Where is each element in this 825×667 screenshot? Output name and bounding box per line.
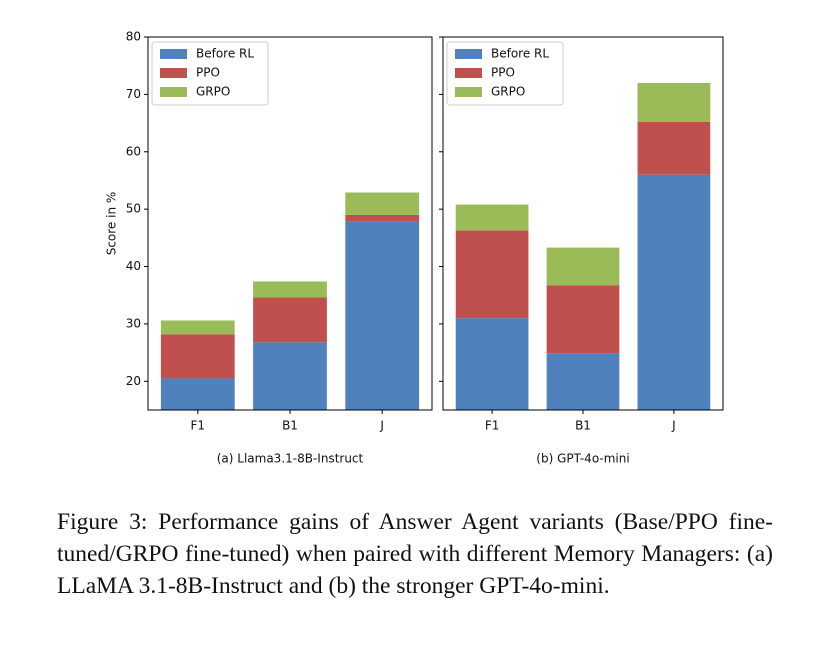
x-tick-label: F1 xyxy=(485,419,500,433)
caption: Figure 3: Performance gains of Answer Ag… xyxy=(57,509,773,599)
bar-segment xyxy=(546,353,620,410)
bar-segment xyxy=(637,174,711,410)
x-tick-label: J xyxy=(379,419,384,433)
x-tick-label: F1 xyxy=(191,419,206,433)
y-tick-label: 20 xyxy=(126,374,141,388)
bar-segment xyxy=(455,230,529,319)
x-tick-label: J xyxy=(671,419,676,433)
bar-segment xyxy=(345,192,420,215)
legend-swatch xyxy=(455,68,482,78)
figure: F1 B1 J 20 30 40 50 60 70 80 Score in % (a) Llama3.… xyxy=(105,30,724,466)
legend-label: PPO xyxy=(491,66,515,80)
axes-frame xyxy=(442,36,724,411)
legend-swatch xyxy=(160,87,187,97)
x-tick-label: B1 xyxy=(575,419,591,433)
y-tick-label: 80 xyxy=(126,30,141,44)
x-axis-label: (b) GPT-4o-mini xyxy=(536,452,629,466)
bar-segment xyxy=(253,281,327,298)
bar-segment xyxy=(160,320,235,335)
legend-swatch xyxy=(455,49,482,59)
x-tick-label: B1 xyxy=(282,419,298,433)
bar-segment xyxy=(253,342,327,410)
y-tick-label: 50 xyxy=(126,202,141,216)
legend-swatch xyxy=(160,68,187,78)
y-axis-label: Score in % xyxy=(105,192,119,256)
bar-segment xyxy=(455,204,529,231)
bar-segment xyxy=(160,334,235,379)
bar-segment xyxy=(637,121,711,175)
y-tick-label: 70 xyxy=(126,87,141,101)
bar-segment xyxy=(546,285,620,354)
y-tick-label: 60 xyxy=(126,144,141,158)
legend-label: Before RL xyxy=(196,47,254,61)
bars xyxy=(160,192,420,410)
bars xyxy=(455,82,711,410)
bar-segment xyxy=(253,297,327,343)
bar-segment xyxy=(546,247,620,286)
bar-segment xyxy=(345,214,420,222)
bar-segment xyxy=(345,221,420,410)
legend-swatch xyxy=(160,49,187,59)
bar-segment xyxy=(455,318,529,410)
legend-label: GRPO xyxy=(491,85,525,99)
y-tick-label: 30 xyxy=(126,316,141,330)
legend-label: GRPO xyxy=(196,85,230,99)
x-axis-label: (a) Llama3.1-8B-Instruct xyxy=(217,452,364,466)
axes-frame xyxy=(147,36,433,411)
legend-label: PPO xyxy=(196,66,220,80)
legend-label: Before RL xyxy=(491,47,549,61)
legend-swatch xyxy=(455,87,482,97)
y-tick-label: 40 xyxy=(126,259,141,273)
bar-segment xyxy=(160,378,235,410)
bar-segment xyxy=(637,82,711,122)
